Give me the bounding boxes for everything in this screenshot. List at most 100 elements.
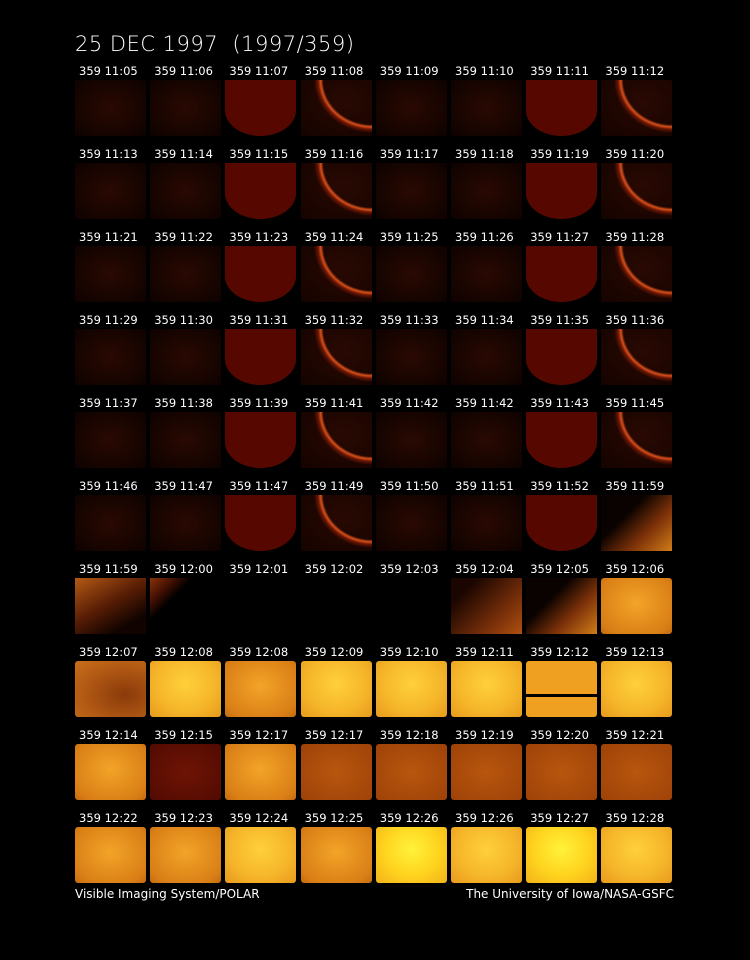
image-frame <box>451 80 522 136</box>
frame-label: 359 12:04 <box>455 562 514 576</box>
frame-label: 359 11:05 <box>79 64 138 78</box>
image-frame <box>150 80 222 136</box>
frame-label: 359 12:26 <box>455 811 514 825</box>
frame-label: 359 12:13 <box>605 645 665 659</box>
image-frame <box>300 495 372 551</box>
image-frame <box>526 744 598 800</box>
title: 25 DEC 1997 (1997/359) <box>75 32 355 56</box>
frame-label: 359 11:18 <box>455 147 514 161</box>
frame-label: 359 11:42 <box>455 396 514 410</box>
frame-label: 359 11:39 <box>229 396 289 410</box>
image-frame <box>601 163 673 219</box>
frame-label: 359 11:12 <box>605 64 665 78</box>
image-frame <box>451 744 522 800</box>
image-frame <box>526 495 598 551</box>
frame-label: 359 12:03 <box>379 562 439 576</box>
frame-label: 359 11:50 <box>379 479 439 493</box>
image-frame <box>150 329 222 385</box>
frame-label: 359 12:14 <box>79 728 138 742</box>
image-frame <box>75 827 146 883</box>
image-frame <box>75 744 146 800</box>
image-frame <box>75 80 146 136</box>
image-frame <box>451 246 522 302</box>
image-frame <box>300 661 372 717</box>
image-frame <box>225 412 297 468</box>
frame-label: 359 11:35 <box>530 313 589 327</box>
frame-label: 359 11:32 <box>304 313 364 327</box>
frame-label: 359 11:07 <box>229 64 289 78</box>
image-frame <box>526 661 598 717</box>
image-frame <box>75 246 146 302</box>
image-frame <box>375 827 447 883</box>
image-frame <box>225 578 297 634</box>
image-frame <box>375 163 447 219</box>
image-frame <box>225 661 297 717</box>
frame-label: 359 11:22 <box>154 230 213 244</box>
image-frame <box>375 80 447 136</box>
image-frame <box>451 827 522 883</box>
frame-label: 359 11:51 <box>455 479 514 493</box>
image-frame <box>75 329 146 385</box>
image-frame <box>526 827 598 883</box>
frame-label: 359 12:07 <box>79 645 138 659</box>
frame-label: 359 11:29 <box>79 313 138 327</box>
frame-label: 359 11:49 <box>304 479 364 493</box>
frame-label: 359 11:10 <box>455 64 514 78</box>
image-frame <box>375 495 447 551</box>
frame-label: 359 12:23 <box>154 811 213 825</box>
frame-label: 359 11:17 <box>379 147 439 161</box>
image-frame <box>150 246 222 302</box>
image-frame <box>451 163 522 219</box>
image-frame <box>150 744 222 800</box>
frame-label: 359 11:23 <box>229 230 289 244</box>
image-frame <box>150 661 222 717</box>
image-frame <box>225 329 297 385</box>
frame-label: 359 11:47 <box>154 479 213 493</box>
frame-label: 359 11:37 <box>79 396 138 410</box>
image-frame <box>526 578 598 634</box>
frame-label: 359 12:21 <box>605 728 665 742</box>
frame-label: 359 11:43 <box>530 396 589 410</box>
frame-label: 359 11:19 <box>530 147 589 161</box>
image-frame <box>225 495 297 551</box>
frame-label: 359 11:59 <box>605 479 665 493</box>
frame-label: 359 12:12 <box>530 645 589 659</box>
frame-label: 359 12:17 <box>304 728 364 742</box>
frame-label: 359 12:05 <box>530 562 589 576</box>
frame-label: 359 11:41 <box>304 396 364 410</box>
frame-label: 359 11:14 <box>154 147 213 161</box>
image-frame <box>451 661 522 717</box>
image-frame <box>601 495 673 551</box>
image-frame <box>375 329 447 385</box>
image-frame <box>75 412 146 468</box>
frame-label: 359 11:31 <box>229 313 289 327</box>
image-frame <box>225 246 297 302</box>
image-frame <box>526 412 598 468</box>
frame-label: 359 11:21 <box>79 230 138 244</box>
frame-label: 359 12:25 <box>304 811 364 825</box>
frame-label: 359 11:36 <box>605 313 665 327</box>
image-frame <box>601 412 673 468</box>
frame-label: 359 11:11 <box>530 64 589 78</box>
image-frame <box>75 661 146 717</box>
frame-label: 359 12:27 <box>530 811 589 825</box>
image-frame <box>225 827 297 883</box>
image-frame <box>300 744 372 800</box>
frame-label: 359 11:33 <box>379 313 439 327</box>
frame-label: 359 12:26 <box>379 811 439 825</box>
footer-right: The University of Iowa/NASA-GSFC <box>466 887 674 901</box>
frame-label: 359 11:28 <box>605 230 665 244</box>
frame-label: 359 11:16 <box>304 147 364 161</box>
frame-label: 359 11:20 <box>605 147 665 161</box>
frame-label: 359 12:06 <box>605 562 665 576</box>
frame-label: 359 12:20 <box>530 728 589 742</box>
image-frame <box>150 412 222 468</box>
frame-label: 359 11:46 <box>79 479 138 493</box>
image-frame <box>601 246 673 302</box>
image-frame <box>451 412 522 468</box>
image-frame <box>225 80 297 136</box>
image-frame <box>75 495 146 551</box>
frame-label: 359 12:01 <box>229 562 289 576</box>
frame-label: 359 12:10 <box>379 645 439 659</box>
